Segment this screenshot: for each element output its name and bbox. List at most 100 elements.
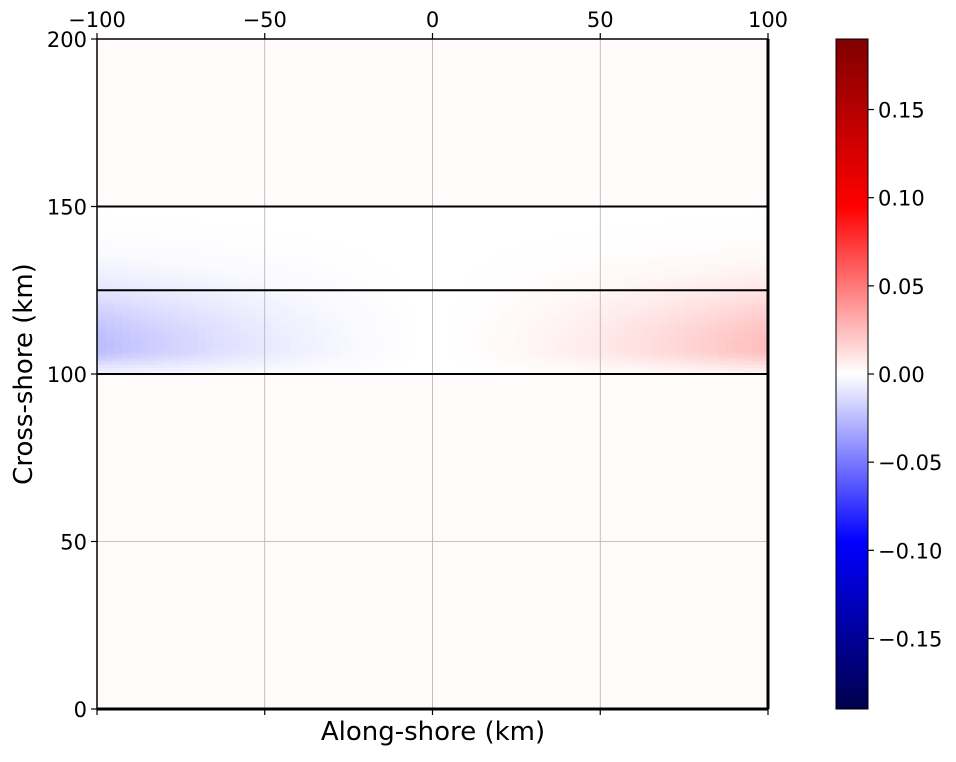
heatmap-cell bbox=[138, 313, 148, 318]
heatmap-cell bbox=[164, 253, 174, 258]
heatmap-cell bbox=[457, 233, 467, 238]
heatmap-cell bbox=[533, 240, 543, 244]
heatmap-cell bbox=[172, 293, 182, 298]
heatmap-cell bbox=[482, 250, 492, 254]
heatmap-cell bbox=[264, 206, 274, 211]
heatmap-cell bbox=[759, 216, 768, 221]
heatmap-cell bbox=[147, 323, 157, 328]
heatmap-cell bbox=[138, 243, 148, 248]
heatmap-cell bbox=[97, 353, 106, 358]
heatmap-cell bbox=[625, 293, 635, 298]
heatmap-cell bbox=[298, 240, 308, 244]
heatmap-cell bbox=[558, 273, 568, 278]
heatmap-cell bbox=[273, 303, 283, 308]
heatmap-cell bbox=[398, 367, 408, 372]
heatmap-cell bbox=[591, 350, 601, 355]
heatmap-cell bbox=[122, 226, 132, 231]
heatmap-cell bbox=[164, 250, 174, 254]
heatmap-cell bbox=[147, 320, 157, 325]
heatmap-cell bbox=[365, 209, 375, 214]
heatmap-cell bbox=[373, 276, 383, 281]
heatmap-cell bbox=[222, 347, 232, 352]
heatmap-cell bbox=[231, 240, 241, 244]
heatmap-cell bbox=[197, 367, 207, 372]
heatmap-cell bbox=[449, 233, 459, 238]
heatmap-cell bbox=[667, 266, 677, 271]
heatmap-cell bbox=[432, 266, 442, 271]
heatmap-cell bbox=[231, 283, 241, 288]
heatmap-cell bbox=[273, 320, 283, 325]
heatmap-cell bbox=[155, 280, 165, 285]
heatmap-cell bbox=[717, 323, 727, 328]
heatmap-cell bbox=[575, 223, 585, 228]
heatmap-cell bbox=[247, 273, 257, 278]
heatmap-cell bbox=[147, 276, 157, 281]
heatmap-cell bbox=[122, 209, 132, 214]
colorbar-tick-label: −0.15 bbox=[878, 627, 942, 651]
heatmap-cell bbox=[390, 370, 400, 375]
heatmap-cell bbox=[164, 273, 174, 278]
heatmap-cell bbox=[407, 350, 417, 355]
heatmap-cell bbox=[415, 266, 425, 271]
heatmap-cell bbox=[247, 226, 257, 231]
heatmap-cell bbox=[667, 229, 677, 234]
heatmap-cell bbox=[734, 290, 744, 295]
heatmap-cell bbox=[449, 343, 459, 348]
heatmap-cell bbox=[231, 233, 241, 238]
heatmap-cell bbox=[206, 229, 216, 234]
heatmap-cell bbox=[247, 219, 257, 224]
heatmap-cell bbox=[449, 263, 459, 268]
heatmap-cell bbox=[239, 253, 249, 258]
heatmap-cell bbox=[164, 290, 174, 295]
heatmap-cell bbox=[684, 266, 694, 271]
heatmap-cell bbox=[642, 323, 652, 328]
heatmap-cell bbox=[700, 293, 710, 298]
heatmap-cell bbox=[734, 260, 744, 265]
heatmap-cell bbox=[357, 360, 366, 365]
heatmap-cell bbox=[365, 367, 375, 372]
heatmap-cell bbox=[172, 323, 182, 328]
heatmap-cell bbox=[675, 206, 685, 211]
heatmap-cell bbox=[734, 209, 744, 214]
heatmap-cell bbox=[105, 206, 115, 211]
heatmap-cell bbox=[382, 360, 392, 365]
heatmap-cell bbox=[315, 367, 325, 372]
heatmap-cell bbox=[306, 337, 316, 342]
heatmap-cell bbox=[247, 320, 257, 325]
heatmap-cell bbox=[642, 340, 652, 345]
heatmap-cell bbox=[491, 290, 501, 295]
heatmap-cell bbox=[407, 223, 417, 228]
heatmap-cell bbox=[264, 320, 274, 325]
heatmap-cell bbox=[667, 296, 677, 301]
heatmap-cell bbox=[658, 240, 668, 244]
heatmap-cell bbox=[340, 296, 350, 301]
heatmap-cell bbox=[499, 327, 509, 332]
heatmap-cell bbox=[289, 266, 299, 271]
heatmap-cell bbox=[667, 226, 677, 231]
heatmap-cell bbox=[373, 213, 383, 218]
heatmap-cell bbox=[700, 320, 710, 325]
heatmap-cell bbox=[164, 260, 174, 265]
heatmap-cell bbox=[256, 223, 266, 228]
heatmap-cell bbox=[365, 360, 375, 365]
heatmap-cell bbox=[440, 276, 450, 281]
heatmap-cell bbox=[390, 293, 400, 298]
heatmap-cell bbox=[340, 313, 350, 318]
heatmap-cell bbox=[264, 280, 274, 285]
heatmap-cell bbox=[331, 253, 341, 258]
heatmap-cell bbox=[390, 243, 400, 248]
heatmap-cell bbox=[315, 303, 325, 308]
heatmap-cell bbox=[122, 333, 132, 338]
heatmap-cell bbox=[549, 353, 559, 358]
heatmap-cell bbox=[331, 307, 341, 311]
heatmap-cell bbox=[440, 330, 450, 335]
heatmap-cell bbox=[591, 293, 601, 298]
heatmap-cell bbox=[373, 219, 383, 224]
heatmap-cell bbox=[575, 276, 585, 281]
heatmap-cell bbox=[382, 219, 392, 224]
heatmap-cell bbox=[306, 293, 316, 298]
heatmap-cell bbox=[625, 357, 635, 362]
heatmap-cell bbox=[684, 209, 694, 214]
heatmap-cell bbox=[575, 357, 585, 362]
heatmap-cell bbox=[231, 367, 241, 372]
